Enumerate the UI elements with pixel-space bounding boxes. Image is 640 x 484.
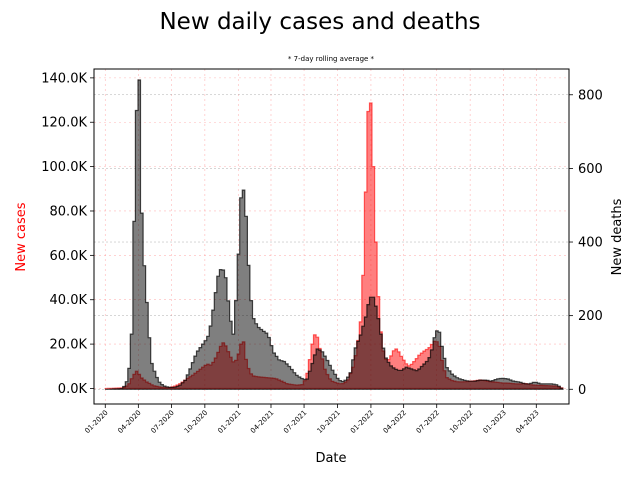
- y-tick-label-left: 140.0K: [41, 71, 87, 86]
- y-axis-label-left: New cases: [14, 202, 29, 271]
- y-tick-label-left: 40.0K: [50, 293, 88, 308]
- y-tick-label-right: 200: [578, 309, 603, 324]
- y-tick-label-right: 800: [578, 88, 603, 103]
- y-tick-label-left: 60.0K: [50, 249, 88, 264]
- y-axis-label-right: New deaths: [610, 198, 625, 275]
- chart-title: New daily cases and deaths: [159, 9, 480, 35]
- y-tick-label-left: 80.0K: [50, 204, 88, 219]
- x-axis-label: Date: [315, 451, 346, 466]
- grid-lines: [94, 69, 569, 404]
- plot-frame: [93, 68, 570, 405]
- deaths-series-area: [104, 79, 564, 390]
- y-tick-label-left: 100.0K: [41, 160, 87, 175]
- y-tick-label-left: 20.0K: [50, 338, 88, 353]
- y-tick-label-left: 0.0K: [58, 382, 88, 397]
- y-tick-label-right: 400: [578, 236, 603, 251]
- y-tick-label-left: 120.0K: [41, 116, 87, 131]
- series-layer: [104, 79, 564, 390]
- y-tick-label-right: 0: [578, 383, 586, 398]
- chart-subtitle: * 7-day rolling average *: [288, 55, 375, 63]
- y-tick-label-right: 600: [578, 162, 603, 177]
